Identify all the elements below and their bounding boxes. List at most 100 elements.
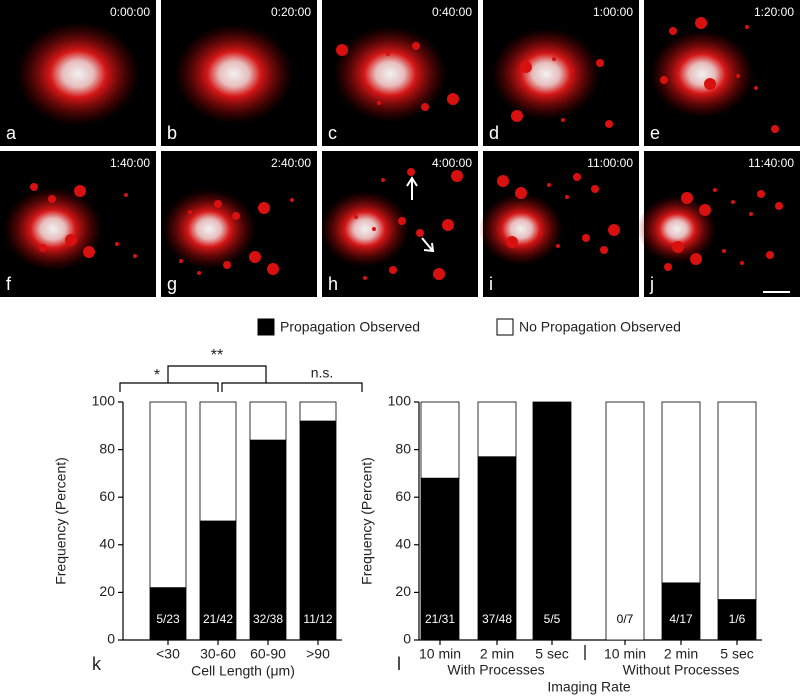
bar-segment <box>249 401 287 441</box>
red-spot <box>179 259 183 263</box>
red-spot <box>520 61 532 73</box>
annotation: ** <box>211 347 223 364</box>
red-spot <box>115 242 119 246</box>
timestamp: 0:00:00 <box>110 5 150 19</box>
panel-letter: i <box>489 274 493 294</box>
panel-letter: h <box>328 274 338 294</box>
red-spot <box>771 125 779 133</box>
bar-label: 1/6 <box>729 612 746 626</box>
cell-glow <box>491 28 601 120</box>
cell-glow <box>162 189 256 269</box>
red-spot <box>506 236 518 248</box>
y-tick-label: 60 <box>395 488 411 504</box>
x-tick-label: 60-90 <box>250 646 286 662</box>
red-spot <box>336 44 348 56</box>
panel-letter: d <box>489 123 499 143</box>
red-spot <box>672 241 684 253</box>
y-axis-title: Frequency (Percent) <box>53 457 69 585</box>
arrow <box>406 176 418 200</box>
bracket <box>167 365 267 383</box>
x-tick-label: 30-60 <box>200 646 236 662</box>
red-spot <box>757 190 765 198</box>
y-tick-label: 0 <box>403 631 411 647</box>
red-spot <box>214 200 222 208</box>
red-spot <box>48 195 56 203</box>
image-panel: 1:40:00 f <box>0 151 156 297</box>
y-tick-label: 80 <box>99 440 115 456</box>
bar-segment <box>661 401 701 584</box>
red-spot <box>267 263 279 275</box>
bar-label: 37/48 <box>482 612 512 626</box>
timestamp: 11:40:00 <box>748 156 794 170</box>
red-spot <box>377 101 381 105</box>
bar-segment <box>149 587 187 641</box>
red-spot <box>695 17 707 29</box>
x-tick-label: 2 min <box>664 646 698 662</box>
red-spot <box>398 217 406 225</box>
red-spot <box>290 198 294 202</box>
red-spot <box>600 246 608 254</box>
timestamp: 0:40:00 <box>432 5 472 19</box>
red-spot <box>736 74 740 78</box>
timestamp: 1:00:00 <box>593 5 633 19</box>
x-axis-title: Imaging Rate <box>547 679 630 695</box>
red-spot <box>133 254 137 258</box>
red-spot <box>573 173 581 181</box>
y-tick-label: 60 <box>99 488 115 504</box>
red-spot <box>416 229 424 237</box>
bar-segment <box>661 582 701 641</box>
red-spot <box>447 93 459 105</box>
legend-swatch <box>257 318 275 336</box>
red-spot <box>669 27 677 35</box>
red-spot <box>749 212 753 216</box>
significance-brackets: * ** n.s. <box>119 347 363 392</box>
cell-glow <box>637 195 717 263</box>
red-spot <box>386 52 390 56</box>
red-spot <box>704 78 716 90</box>
y-tick-label: 100 <box>388 393 412 409</box>
annotation: n.s. <box>311 365 334 381</box>
bar-segment <box>299 401 337 422</box>
panel-letter: b <box>167 123 177 143</box>
red-spot <box>197 271 201 275</box>
image-panel: 1:00:00 d <box>483 0 639 146</box>
bar-label: 5/23 <box>156 612 180 626</box>
red-spot <box>354 215 358 219</box>
red-spot <box>556 244 560 248</box>
group-label: Without Processes <box>623 662 740 678</box>
red-spot <box>552 57 556 61</box>
red-spot <box>421 103 429 111</box>
red-spot <box>664 263 672 271</box>
red-spot <box>722 249 726 253</box>
y-tick-label: 40 <box>99 536 115 552</box>
x-tick-label: 5 sec <box>720 646 753 662</box>
red-spot <box>363 276 367 280</box>
bracket <box>221 382 363 392</box>
red-spot <box>188 210 192 214</box>
red-spot <box>690 253 702 265</box>
red-spot <box>775 202 783 210</box>
red-spot <box>681 192 693 204</box>
image-panel: 1:20:00 e <box>644 0 800 146</box>
legend-label: No Propagation Observed <box>519 319 681 335</box>
timestamp: 1:40:00 <box>110 156 150 170</box>
red-spot <box>83 246 95 258</box>
cell-glow <box>333 26 447 122</box>
timestamp: 2:40:00 <box>271 156 311 170</box>
image-panel: 11:00:00 i <box>479 151 639 297</box>
bar-label: 0/7 <box>617 612 634 626</box>
red-spot <box>39 244 47 252</box>
panel-letter: l <box>397 654 401 674</box>
red-spot <box>561 118 565 122</box>
red-spot <box>124 193 128 197</box>
x-tick-label: 10 min <box>604 646 646 662</box>
red-spot <box>442 219 454 231</box>
bar-segment <box>477 401 517 458</box>
bar-segment <box>717 599 757 641</box>
cell-glow <box>16 22 140 126</box>
bar-segment <box>605 401 645 641</box>
bar-label: 5/5 <box>544 612 561 626</box>
red-spot <box>451 170 463 182</box>
y-tick-label: 40 <box>395 536 411 552</box>
timestamp: 0:20:00 <box>271 5 311 19</box>
